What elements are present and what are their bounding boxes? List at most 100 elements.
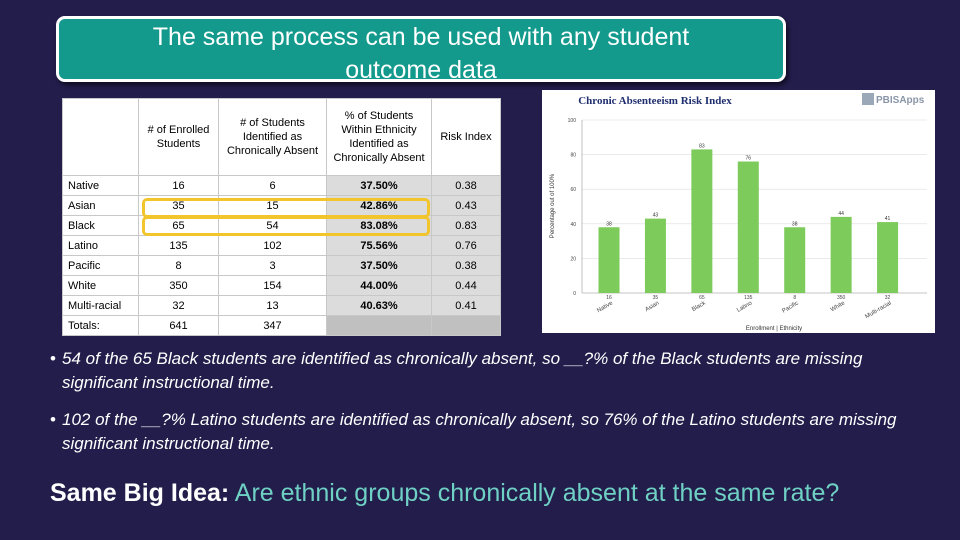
table-row: Native 16 6 37.50% 0.38 [62,175,501,196]
cell-totals-absent: 347 [218,315,327,336]
header-percent: % of Students Within Ethnicity Identifie… [326,98,432,176]
cell-totals-empty [431,315,501,336]
header-ethnicity [62,98,139,176]
table-totals-row: Totals: 641 347 [62,315,501,336]
table-row: Pacific 8 3 37.50% 0.38 [62,255,501,276]
chart-bar [784,227,806,293]
cell-totals-empty [326,315,432,336]
big-idea-label: Same Big Idea: [50,479,230,507]
y-tick-label: 100 [568,118,577,124]
cell-risk: 0.44 [431,275,501,296]
table-row: Black 65 54 83.08% 0.83 [62,215,501,236]
bar-value-label: 41 [885,216,891,222]
cell-enrolled: 32 [138,295,219,316]
bullet-blank: __?% [564,349,609,368]
cell-risk: 0.38 [431,175,501,196]
table-row: White 350 154 44.00% 0.44 [62,275,501,296]
pbisapps-logo: PBISApps [862,93,925,106]
x-category-label: Black [691,300,708,313]
bullet-blank: __?% [142,410,186,429]
cell-totals-enrolled: 641 [138,315,219,336]
chart-bar [737,161,759,293]
cell-risk: 0.43 [431,195,501,216]
bar-value-label: 43 [653,213,659,219]
bullet-item: • 54 of the 65 Black students are identi… [50,347,930,395]
table-row: Latino 135 102 75.56% 0.76 [62,235,501,256]
cell-ethnicity: White [62,275,139,296]
cell-percent: 37.50% [326,255,432,276]
x-category-label: Latino [736,300,754,314]
y-axis-label: Percentage out of 100% [550,173,556,238]
x-axis-label: Enrollment | Ethnicity [746,326,802,332]
cell-risk: 0.41 [431,295,501,316]
y-tick-label: 0 [573,291,576,297]
cell-risk: 0.38 [431,255,501,276]
bullet-list: • 54 of the 65 Black students are identi… [50,347,930,469]
bullet-prefix: 102 of the [62,410,143,429]
cell-enrolled: 350 [138,275,219,296]
bullet-item: • 102 of the __?% Latino students are id… [50,408,930,456]
y-tick-label: 80 [570,153,576,159]
risk-index-chart: Chronic Absenteeism Risk Index PBISApps … [542,90,935,333]
cell-absent: 3 [218,255,327,276]
cell-risk: 0.83 [431,215,501,236]
slide-title-box: The same process can be used with any st… [56,16,786,84]
cell-ethnicity: Latino [62,235,139,256]
x-category-label: Multi-racial [864,301,892,321]
cell-enrolled: 16 [138,175,219,196]
x-enrollment-label: 35 [653,295,659,301]
cell-absent: 6 [218,175,327,196]
x-enrollment-label: 65 [699,295,705,301]
table-row: Multi-racial 32 13 40.63% 0.41 [62,295,501,316]
cell-ethnicity: Native [62,175,139,196]
cell-ethnicity: Asian [62,195,139,216]
table-header-row: # of Enrolled Students # of Students Ide… [62,98,501,176]
bar-value-label: 44 [838,211,844,217]
big-idea: Same Big Idea: Are ethnic groups chronic… [50,478,930,509]
bar-value-label: 76 [746,156,752,162]
chart-title: Chronic Absenteeism Risk Index [578,95,732,107]
cell-percent: 37.50% [326,175,432,196]
cell-risk: 0.76 [431,235,501,256]
cell-absent: 102 [218,235,327,256]
cell-percent: 44.00% [326,275,432,296]
chart-bars [598,149,899,293]
cell-percent: 75.56% [326,235,432,256]
header-risk-index: Risk Index [431,98,501,176]
bar-value-label: 83 [699,143,705,149]
big-idea-text: Are ethnic groups chronically absent at … [229,479,840,507]
chart-bar [877,222,899,293]
bullet-dot-icon: • [50,349,56,368]
x-category-label: Native [596,300,614,314]
x-enrollment-label: 8 [793,295,796,301]
cell-ethnicity: Pacific [62,255,139,276]
chart-bar [830,216,852,293]
cell-ethnicity: Multi-racial [62,295,139,316]
absenteeism-table: # of Enrolled Students # of Students Ide… [62,98,501,336]
highlight-black-row [142,216,430,236]
chart-bar [598,227,620,293]
chart-canvas: Chronic Absenteeism Risk Index PBISApps … [550,93,927,332]
logo-mark-icon [862,93,874,105]
highlight-asian-row [142,198,430,218]
x-enrollment-label: 32 [885,295,891,301]
cell-enrolled: 8 [138,255,219,276]
header-enrolled: # of Enrolled Students [138,98,219,176]
chart-bar [691,149,713,293]
header-absent: # of Students Identified as Chronically … [218,98,327,176]
chart-bar [644,218,666,293]
bullet-suffix: of the Black students are missing signif… [62,349,863,392]
slide-title-line-2: outcome data [345,56,497,84]
cell-ethnicity: Black [62,215,139,236]
cell-absent: 13 [218,295,327,316]
x-enrollment-label: 135 [744,295,753,301]
cell-enrolled: 135 [138,235,219,256]
cell-absent: 154 [218,275,327,296]
x-category-label: White [830,300,847,313]
x-category-label: Pacific [781,301,799,315]
bar-value-label: 38 [606,221,612,227]
slide-title-line-1: The same process can be used with any st… [152,23,690,51]
logo-text: PBISApps [876,95,925,106]
bullet-suffix: Latino students are identified as chroni… [62,410,897,453]
cell-totals-label: Totals: [62,315,139,336]
